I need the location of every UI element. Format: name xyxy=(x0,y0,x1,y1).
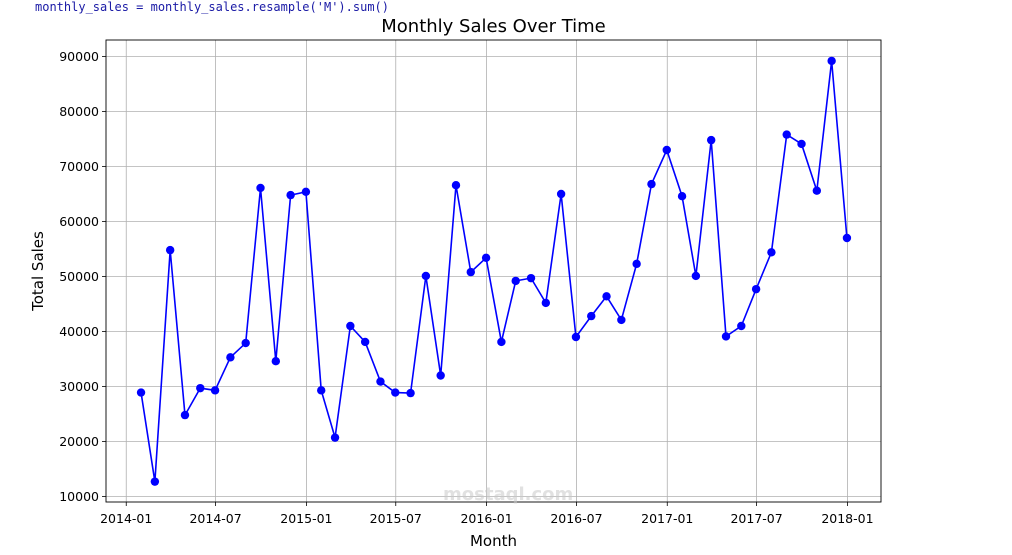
y-tick-label: 50000 xyxy=(59,269,99,284)
x-tick-label: 2016-01 xyxy=(460,511,512,526)
x-tick-label: 2015-07 xyxy=(370,511,422,526)
data-point xyxy=(150,477,160,486)
data-point xyxy=(797,139,806,149)
data-point xyxy=(751,284,761,294)
data-point xyxy=(782,130,791,139)
data-point xyxy=(587,311,596,321)
x-tick-label: 2015-01 xyxy=(280,511,332,526)
y-tick-label: 40000 xyxy=(59,324,99,339)
data-point xyxy=(391,388,400,397)
code-line: monthly_sales = monthly_sales.resample('… xyxy=(35,0,390,14)
data-point xyxy=(842,233,852,243)
data-point xyxy=(271,357,281,366)
data-point xyxy=(376,377,385,386)
x-tick-label: 2018-01 xyxy=(821,511,873,526)
data-point xyxy=(691,271,701,281)
x-tick-label: 2016-07 xyxy=(550,511,602,526)
y-tick-label: 30000 xyxy=(59,379,99,394)
y-tick-label: 20000 xyxy=(59,434,99,449)
x-tick-label: 2014-01 xyxy=(100,511,152,526)
chart-title: Monthly Sales Over Time xyxy=(381,16,606,37)
data-point xyxy=(556,189,566,199)
plot-frame xyxy=(105,39,882,503)
data-point xyxy=(286,190,295,200)
data-point xyxy=(632,259,641,269)
data-point xyxy=(497,337,506,347)
data-point xyxy=(196,383,205,393)
data-point xyxy=(346,321,355,331)
data-point xyxy=(301,187,311,196)
data-point xyxy=(827,56,836,66)
y-tick-label: 10000 xyxy=(59,489,99,504)
x-tick-label: 2017-01 xyxy=(641,511,693,526)
data-point xyxy=(511,276,520,286)
data-point xyxy=(767,248,776,257)
data-point xyxy=(526,273,536,283)
data-point xyxy=(256,183,265,193)
data-point xyxy=(421,271,431,281)
data-point xyxy=(481,253,491,262)
y-tick-label: 80000 xyxy=(59,104,99,119)
y-axis-label: Total Sales xyxy=(29,231,47,312)
data-point xyxy=(165,245,175,255)
data-point xyxy=(330,433,340,442)
x-tick-label: 2017-07 xyxy=(730,511,782,526)
data-point xyxy=(602,292,611,301)
series-line xyxy=(140,60,848,482)
x-tick-label: 2014-07 xyxy=(189,511,241,526)
x-axis-label: Month xyxy=(470,532,517,550)
data-point xyxy=(662,145,671,155)
data-point xyxy=(317,386,326,395)
data-point xyxy=(721,332,731,341)
y-tick-label: 90000 xyxy=(59,49,99,64)
data-point xyxy=(406,388,415,398)
data-point xyxy=(706,135,716,145)
data-point xyxy=(180,410,190,420)
y-tick-label: 70000 xyxy=(59,159,99,174)
data-point xyxy=(241,338,250,348)
data-point xyxy=(451,181,461,190)
data-point xyxy=(617,315,626,325)
y-tick-label: 60000 xyxy=(59,214,99,229)
data-point xyxy=(541,298,551,308)
data-point xyxy=(436,371,445,380)
data-point xyxy=(737,321,746,331)
data-point xyxy=(360,337,370,347)
watermark: mostaql.com xyxy=(443,484,574,505)
data-point xyxy=(677,192,687,201)
data-point xyxy=(210,386,220,395)
data-point xyxy=(647,179,656,189)
data-point xyxy=(812,186,822,195)
data-point xyxy=(571,332,581,342)
data-point xyxy=(136,388,146,397)
data-point xyxy=(226,353,235,362)
data-point xyxy=(466,267,475,277)
